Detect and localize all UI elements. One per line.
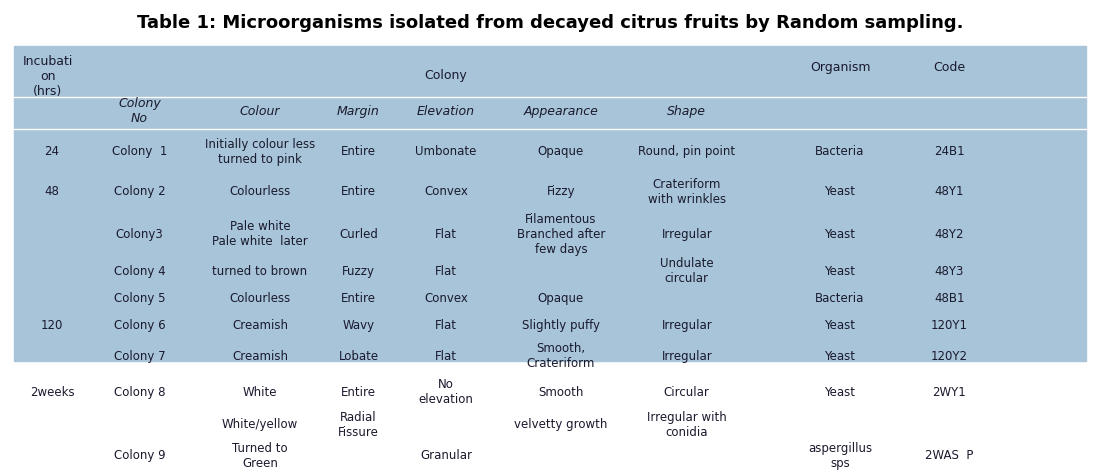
Text: Crateriform
with wrinkles: Crateriform with wrinkles bbox=[648, 178, 726, 206]
Text: Entire: Entire bbox=[341, 145, 376, 158]
Text: Radial
Fissure: Radial Fissure bbox=[338, 411, 378, 439]
Text: aspergillus
sps: aspergillus sps bbox=[808, 441, 872, 470]
Text: 48: 48 bbox=[45, 185, 59, 198]
Text: turned to brown: turned to brown bbox=[212, 265, 308, 278]
Text: Bacteria: Bacteria bbox=[815, 292, 865, 305]
Text: Colour: Colour bbox=[240, 105, 280, 118]
Text: Yeast: Yeast bbox=[825, 350, 856, 363]
Text: Fizzy: Fizzy bbox=[547, 185, 575, 198]
Text: 2weeks: 2weeks bbox=[30, 386, 75, 399]
Text: Wavy: Wavy bbox=[342, 319, 374, 332]
Text: Colony3: Colony3 bbox=[116, 228, 164, 241]
Text: Colony
No: Colony No bbox=[118, 97, 161, 125]
Text: Bacteria: Bacteria bbox=[815, 145, 865, 158]
Text: Shape: Shape bbox=[668, 105, 706, 118]
Text: Colony 5: Colony 5 bbox=[113, 292, 165, 305]
Text: Pale white
Pale white  later: Pale white Pale white later bbox=[212, 220, 308, 248]
Text: Colony  1: Colony 1 bbox=[112, 145, 167, 158]
Text: Yeast: Yeast bbox=[825, 265, 856, 278]
Text: White: White bbox=[243, 386, 277, 399]
Text: Irregular: Irregular bbox=[661, 319, 712, 332]
Text: Fuzzy: Fuzzy bbox=[342, 265, 375, 278]
Text: 2WAS  P: 2WAS P bbox=[925, 449, 974, 462]
Text: Initially colour less
turned to pink: Initially colour less turned to pink bbox=[205, 138, 315, 166]
Text: Granular: Granular bbox=[420, 449, 472, 462]
Text: velvetty growth: velvetty growth bbox=[515, 418, 607, 431]
Text: Creamish: Creamish bbox=[232, 319, 288, 332]
Text: Elevation: Elevation bbox=[417, 105, 475, 118]
Text: Round, pin point: Round, pin point bbox=[638, 145, 736, 158]
Text: 120Y2: 120Y2 bbox=[931, 350, 968, 363]
FancyBboxPatch shape bbox=[13, 46, 1087, 360]
Text: Opaque: Opaque bbox=[538, 145, 584, 158]
Text: Smooth,
Crateriform: Smooth, Crateriform bbox=[527, 342, 595, 370]
Text: Colony 7: Colony 7 bbox=[113, 350, 165, 363]
Text: Yeast: Yeast bbox=[825, 386, 856, 399]
Text: Turned to
Green: Turned to Green bbox=[232, 441, 288, 470]
Text: Irregular: Irregular bbox=[661, 350, 712, 363]
Text: White/yellow: White/yellow bbox=[222, 418, 298, 431]
Text: 48Y2: 48Y2 bbox=[935, 228, 965, 241]
Text: Colony 6: Colony 6 bbox=[113, 319, 165, 332]
Text: Yeast: Yeast bbox=[825, 228, 856, 241]
Text: Filamentous
Branched after
few days: Filamentous Branched after few days bbox=[517, 213, 605, 255]
Text: Convex: Convex bbox=[425, 292, 468, 305]
Text: Creamish: Creamish bbox=[232, 350, 288, 363]
Text: Table 1: Microorganisms isolated from decayed citrus fruits by Random sampling.: Table 1: Microorganisms isolated from de… bbox=[136, 14, 964, 32]
Text: Flat: Flat bbox=[434, 350, 456, 363]
Text: Yeast: Yeast bbox=[825, 185, 856, 198]
Text: Opaque: Opaque bbox=[538, 292, 584, 305]
Text: Irregular with
conidia: Irregular with conidia bbox=[647, 411, 727, 439]
Text: Colony 9: Colony 9 bbox=[113, 449, 165, 462]
Text: 2WY1: 2WY1 bbox=[933, 386, 966, 399]
Text: Irregular: Irregular bbox=[661, 228, 712, 241]
Text: Slightly puffy: Slightly puffy bbox=[521, 319, 600, 332]
Text: 24: 24 bbox=[44, 145, 59, 158]
Text: Entire: Entire bbox=[341, 292, 376, 305]
Text: Margin: Margin bbox=[337, 105, 379, 118]
Text: 48Y3: 48Y3 bbox=[935, 265, 965, 278]
Text: Code: Code bbox=[934, 61, 966, 74]
Text: Appearance: Appearance bbox=[524, 105, 598, 118]
Text: 48Y1: 48Y1 bbox=[935, 185, 965, 198]
Text: 120Y1: 120Y1 bbox=[931, 319, 968, 332]
Text: Entire: Entire bbox=[341, 386, 376, 399]
Text: No
elevation: No elevation bbox=[419, 378, 473, 406]
Text: Incubati
on
(hrs): Incubati on (hrs) bbox=[22, 55, 73, 98]
Text: Flat: Flat bbox=[434, 265, 456, 278]
Text: 120: 120 bbox=[41, 319, 63, 332]
Text: Undulate
circular: Undulate circular bbox=[660, 257, 714, 285]
Text: Circular: Circular bbox=[664, 386, 710, 399]
Text: Colourless: Colourless bbox=[229, 185, 290, 198]
Text: Flat: Flat bbox=[434, 319, 456, 332]
Text: Colony 4: Colony 4 bbox=[113, 265, 165, 278]
Text: Lobate: Lobate bbox=[339, 350, 378, 363]
Text: Colourless: Colourless bbox=[229, 292, 290, 305]
Text: 48B1: 48B1 bbox=[934, 292, 965, 305]
Text: Umbonate: Umbonate bbox=[416, 145, 476, 158]
Text: 24B1: 24B1 bbox=[934, 145, 965, 158]
Text: Colony 8: Colony 8 bbox=[113, 386, 165, 399]
Text: Convex: Convex bbox=[425, 185, 468, 198]
Text: Curled: Curled bbox=[339, 228, 378, 241]
Text: Yeast: Yeast bbox=[825, 319, 856, 332]
Text: Smooth: Smooth bbox=[538, 386, 584, 399]
Text: Colony: Colony bbox=[425, 69, 468, 81]
Text: Colony 2: Colony 2 bbox=[113, 185, 165, 198]
Text: Entire: Entire bbox=[341, 185, 376, 198]
Text: Flat: Flat bbox=[434, 228, 456, 241]
Text: Organism: Organism bbox=[810, 61, 870, 74]
